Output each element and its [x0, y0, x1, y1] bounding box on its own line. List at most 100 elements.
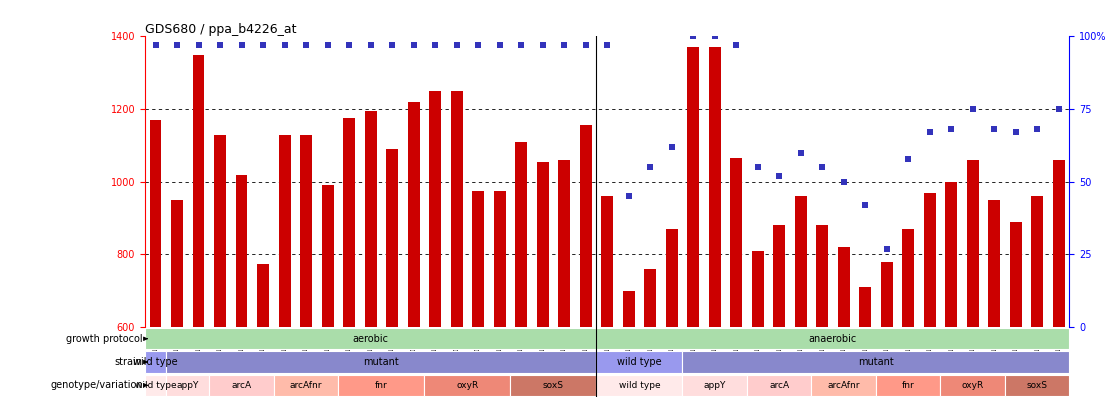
Point — [319, 42, 336, 49]
Point — [275, 42, 293, 49]
Bar — [274, 375, 339, 396]
Bar — [967, 160, 978, 327]
Point — [297, 42, 315, 49]
Bar — [988, 200, 1000, 327]
Bar — [424, 375, 510, 396]
Point — [921, 129, 939, 136]
Point — [942, 126, 960, 133]
Text: wild type: wild type — [135, 381, 176, 390]
Bar — [1005, 375, 1069, 396]
Point — [147, 42, 165, 49]
Text: oxyR: oxyR — [457, 381, 479, 390]
Text: mutant: mutant — [858, 357, 893, 367]
Bar — [193, 55, 205, 327]
Point — [404, 42, 422, 49]
Text: wild type: wild type — [617, 357, 662, 367]
Bar — [300, 134, 312, 327]
Bar — [537, 162, 548, 327]
Text: arcA: arcA — [232, 381, 252, 390]
Text: soxS: soxS — [543, 381, 564, 390]
Text: soxS: soxS — [1027, 381, 1047, 390]
Point — [642, 164, 659, 171]
Bar — [494, 191, 506, 327]
Text: genotype/variation: genotype/variation — [50, 380, 143, 390]
Point — [212, 42, 229, 49]
Point — [383, 42, 401, 49]
Bar — [209, 375, 274, 396]
Text: fnr: fnr — [902, 381, 915, 390]
Text: wild type: wild type — [134, 357, 178, 367]
Bar — [145, 351, 166, 373]
Bar — [278, 134, 291, 327]
Point — [362, 42, 380, 49]
Point — [663, 144, 681, 150]
Text: GDS680 / ppa_b4226_at: GDS680 / ppa_b4226_at — [145, 23, 296, 36]
Legend: count, percentile rank within the sample: count, percentile rank within the sample — [149, 403, 320, 405]
Point — [189, 42, 207, 49]
Bar — [166, 375, 209, 396]
Point — [684, 33, 702, 40]
Text: aerobic: aerobic — [353, 334, 389, 344]
Point — [792, 149, 810, 156]
Point — [512, 42, 530, 49]
Bar — [472, 191, 483, 327]
Bar — [322, 185, 333, 327]
Bar — [817, 226, 828, 327]
Bar — [257, 264, 268, 327]
Bar — [859, 287, 871, 327]
Text: growth protocol: growth protocol — [66, 334, 143, 344]
Bar — [145, 375, 166, 396]
Bar — [172, 200, 183, 327]
Bar — [558, 160, 570, 327]
Bar — [623, 291, 635, 327]
Point — [340, 42, 358, 49]
Bar — [596, 351, 683, 373]
Point — [534, 42, 551, 49]
Bar — [902, 229, 915, 327]
Bar — [602, 196, 613, 327]
Bar — [515, 142, 527, 327]
Bar — [214, 134, 226, 327]
Bar — [876, 375, 940, 396]
Point — [834, 179, 852, 185]
Text: arcAfnr: arcAfnr — [290, 381, 322, 390]
Bar — [166, 351, 596, 373]
Text: fnr: fnr — [375, 381, 388, 390]
Text: wild type: wild type — [618, 381, 661, 390]
Point — [598, 42, 616, 49]
Bar — [510, 375, 596, 396]
Point — [555, 42, 573, 49]
Bar — [731, 158, 742, 327]
Bar — [838, 247, 850, 327]
Bar — [687, 47, 700, 327]
Bar — [881, 262, 892, 327]
Bar — [149, 120, 162, 327]
Point — [448, 42, 466, 49]
Bar — [709, 47, 721, 327]
Point — [233, 42, 251, 49]
Bar — [1009, 222, 1022, 327]
Bar — [145, 328, 596, 350]
Point — [254, 42, 272, 49]
Point — [727, 42, 745, 49]
Point — [706, 33, 724, 40]
Point — [1049, 106, 1067, 112]
Bar — [773, 226, 785, 327]
Bar — [794, 196, 807, 327]
Point — [490, 42, 508, 49]
Bar — [236, 175, 247, 327]
Text: mutant: mutant — [363, 357, 399, 367]
Bar — [339, 375, 424, 396]
Text: appY: appY — [177, 381, 199, 390]
Bar — [596, 375, 683, 396]
Point — [168, 42, 186, 49]
Point — [964, 106, 981, 112]
Bar — [579, 126, 592, 327]
Text: appY: appY — [703, 381, 726, 390]
Bar — [811, 375, 876, 396]
Text: arcA: arcA — [769, 381, 789, 390]
Text: anaerobic: anaerobic — [809, 334, 857, 344]
Bar — [451, 91, 462, 327]
Bar — [683, 351, 1069, 373]
Point — [427, 42, 444, 49]
